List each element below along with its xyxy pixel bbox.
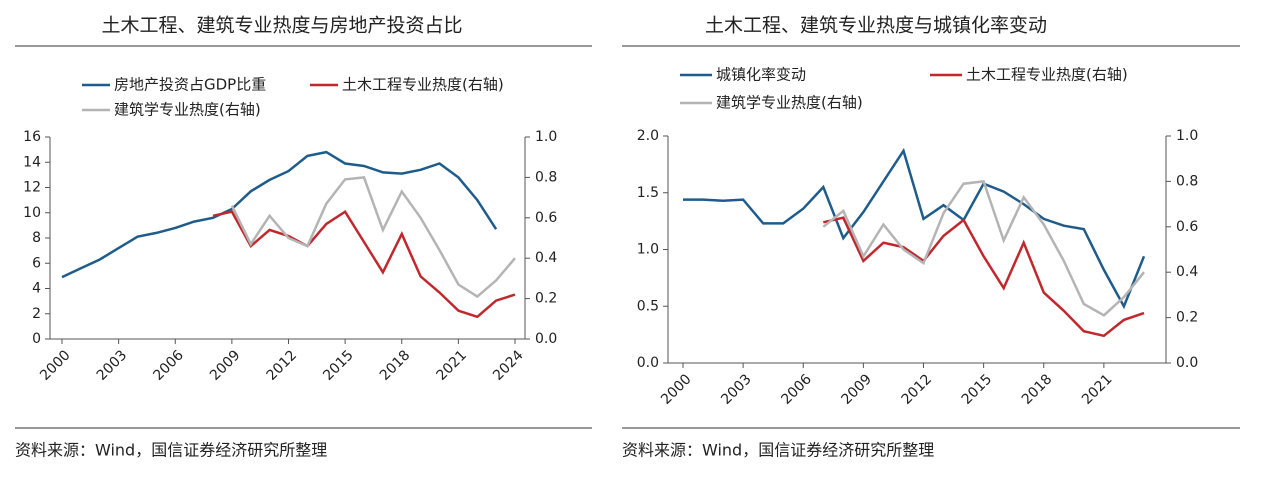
x-tick-label: 2012 <box>899 371 936 408</box>
x-tick-label: 2006 <box>150 347 187 384</box>
x-tick-label: 2006 <box>778 371 815 408</box>
x-tick-label: 2021 <box>1079 371 1116 408</box>
source: 资料来源：Wind，国信证券经济研究所整理 <box>622 441 934 460</box>
source: 资料来源：Wind，国信证券经济研究所整理 <box>15 441 327 460</box>
x-tick-label: 2015 <box>320 347 357 384</box>
chart-title: 土木工程、建筑专业热度与城镇化率变动 <box>705 15 1047 37</box>
y-tick-label: 6 <box>32 255 41 271</box>
x-tick-label: 2012 <box>264 347 301 384</box>
y-tick-label: 14 <box>23 154 41 170</box>
x-tick-label: 2009 <box>839 371 876 408</box>
y-tick-label: 1.0 <box>637 242 659 258</box>
y2-tick-label: 0.0 <box>1176 355 1198 371</box>
y2-tick-label: 0.4 <box>535 250 557 266</box>
y-tick-label: 0.5 <box>637 298 659 314</box>
x-tick-label: 2015 <box>959 371 996 408</box>
x-tick-label: 2009 <box>207 347 244 384</box>
legend-label: 土木工程专业热度(右轴) <box>342 76 504 94</box>
x-tick-label: 2003 <box>718 371 755 408</box>
y-tick-label: 12 <box>23 180 41 196</box>
legend-label: 土木工程专业热度(右轴) <box>966 66 1128 84</box>
legend-label: 房地产投资占GDP比重 <box>114 76 266 94</box>
y-tick-label: 16 <box>23 129 41 145</box>
legend-label: 建筑学专业热度(右轴) <box>114 101 261 119</box>
y2-tick-label: 0.6 <box>1176 219 1198 235</box>
y2-tick-label: 0.2 <box>1176 310 1198 326</box>
x-tick-label: 2024 <box>490 347 527 384</box>
y2-tick-label: 0.6 <box>535 210 557 226</box>
y-tick-label: 10 <box>23 205 41 221</box>
y2-tick-label: 0.8 <box>1176 173 1198 189</box>
y-tick-label: 0.0 <box>637 355 659 371</box>
y2-tick-label: 0.0 <box>535 331 557 347</box>
series-line <box>823 216 1145 338</box>
y2-tick-label: 0.8 <box>535 169 557 185</box>
y2-tick-label: 0.2 <box>535 291 557 307</box>
y-tick-label: 8 <box>32 230 41 246</box>
series-line <box>212 209 516 319</box>
legend-label: 城镇化率变动 <box>716 66 806 84</box>
x-tick-label: 2021 <box>434 347 471 384</box>
series-line <box>683 147 1146 310</box>
y-tick-label: 4 <box>32 281 41 297</box>
y2-tick-label: 1.0 <box>1176 128 1198 144</box>
y2-tick-label: 0.4 <box>1176 264 1198 280</box>
legend-label: 建筑学专业热度(右轴) <box>716 94 863 112</box>
series-line <box>822 180 1145 317</box>
y-tick-label: 2 <box>32 306 41 322</box>
x-tick-label: 2018 <box>1019 371 1056 408</box>
y-tick-label: 1.5 <box>637 185 659 201</box>
y-tick-label: 0 <box>32 331 41 347</box>
series-line <box>61 150 498 279</box>
y-tick-label: 2.0 <box>637 128 659 144</box>
x-tick-label: 2018 <box>377 347 414 384</box>
x-tick-label: 2000 <box>658 371 695 408</box>
y2-tick-label: 1.0 <box>535 129 557 145</box>
chart-title: 土木工程、建筑专业热度与房地产投资占比 <box>101 15 462 37</box>
series-line <box>230 176 516 299</box>
x-tick-label: 2003 <box>94 347 131 384</box>
x-tick-label: 2000 <box>37 347 74 384</box>
